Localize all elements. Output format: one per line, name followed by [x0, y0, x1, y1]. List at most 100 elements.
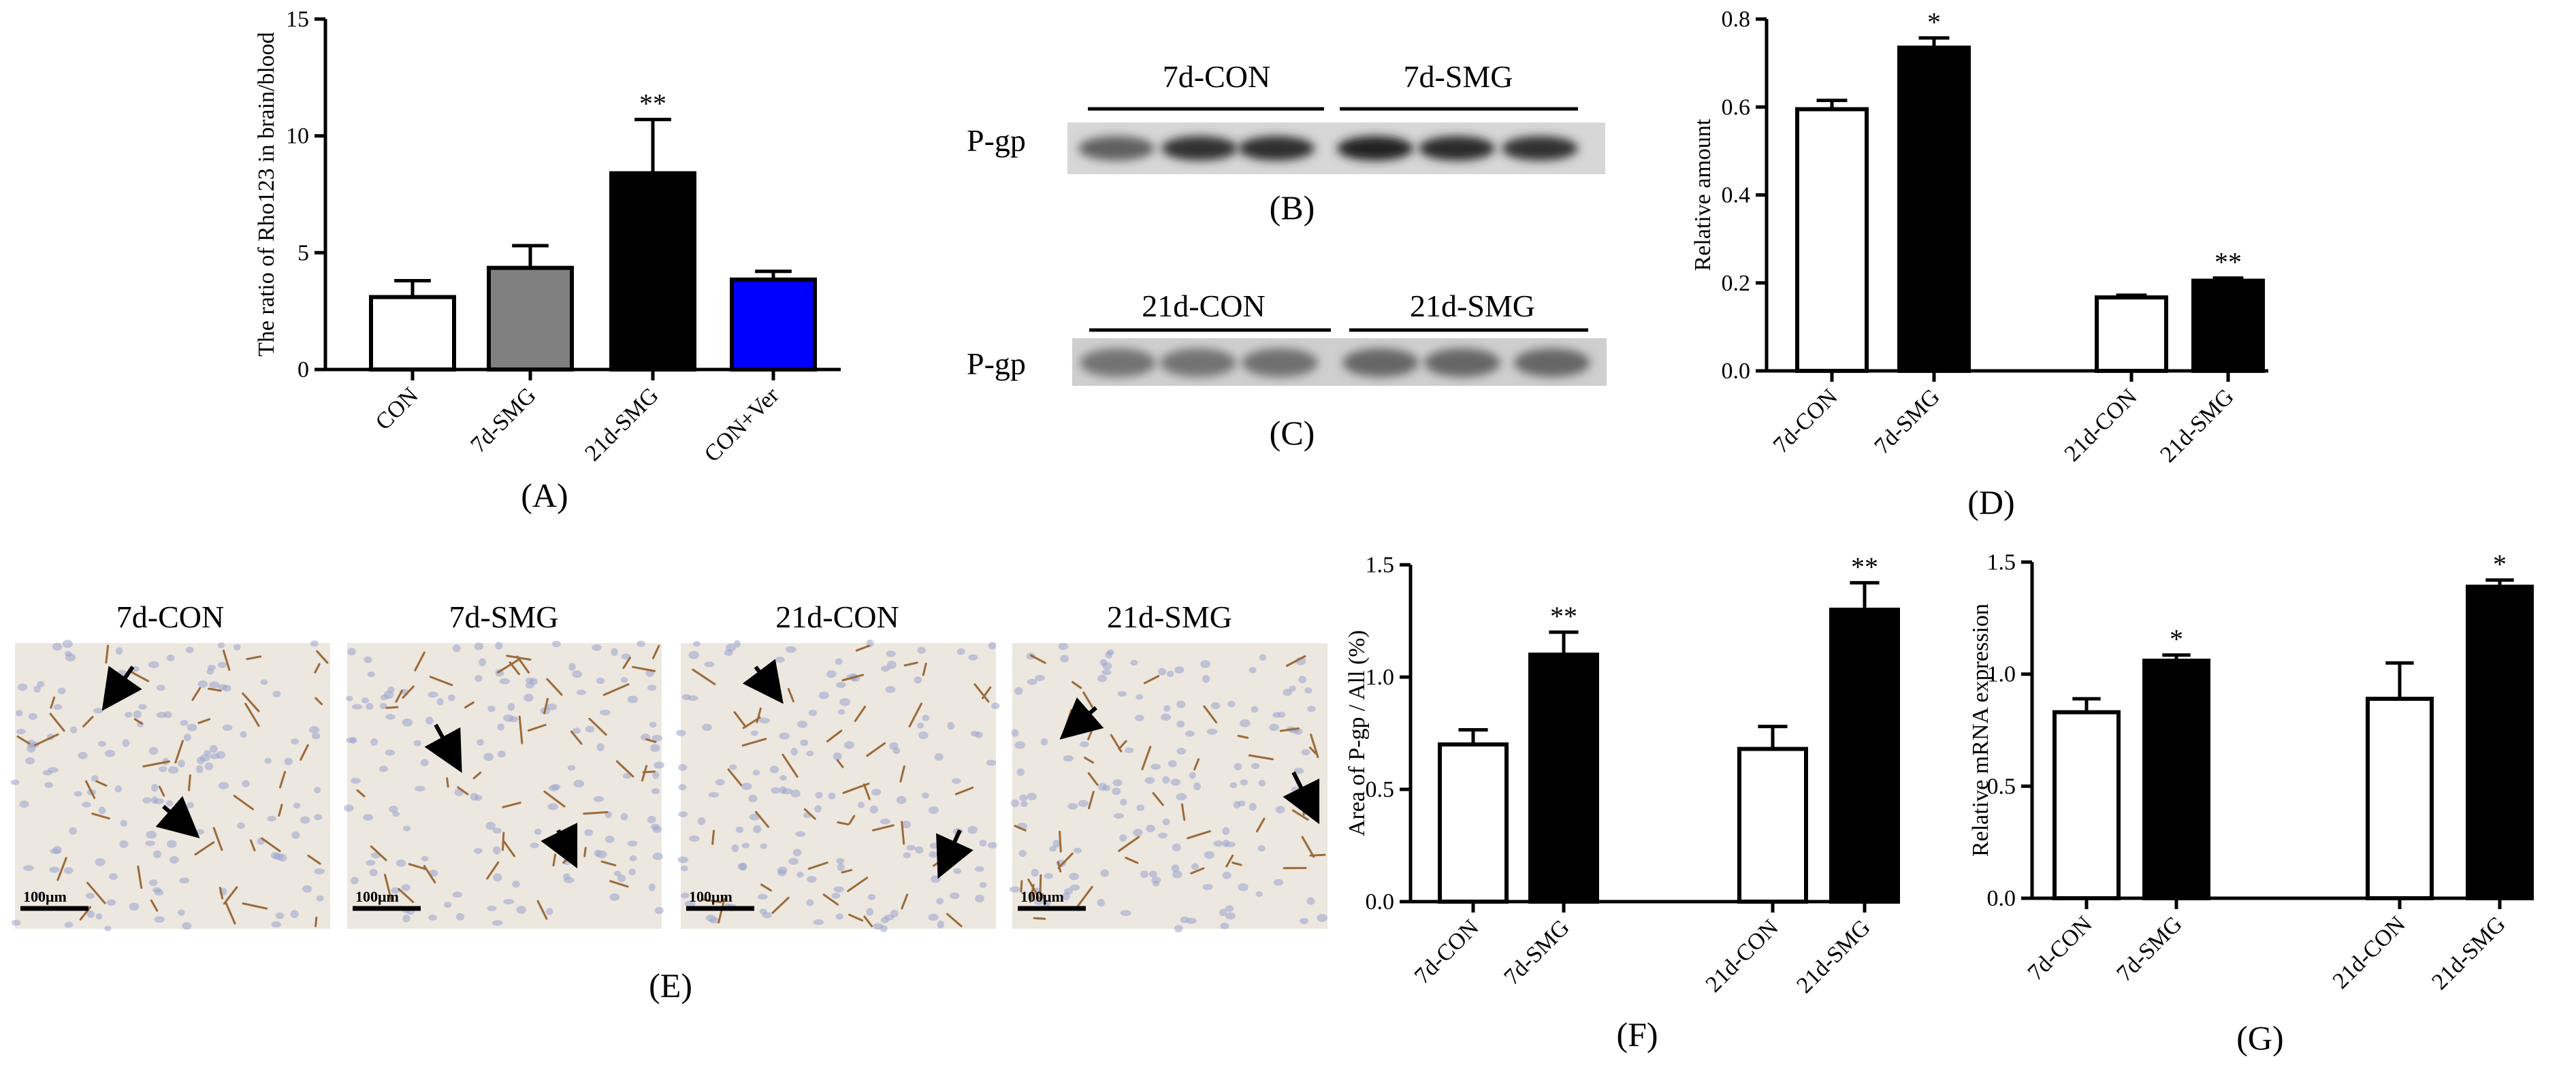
cell-nucleus — [146, 830, 157, 839]
stained-capillary — [194, 841, 215, 856]
cell-nucleus — [195, 765, 204, 774]
cell-nucleus — [826, 670, 837, 678]
cell-nucleus — [1258, 780, 1266, 787]
cell-nucleus — [796, 871, 804, 878]
stained-capillary — [645, 738, 657, 743]
cell-nucleus — [1120, 798, 1127, 806]
stained-capillary — [543, 697, 549, 715]
cell-nucleus — [1097, 898, 1106, 907]
cell-nucleus — [93, 708, 103, 714]
arrow-indicator — [155, 795, 200, 838]
cell-nucleus — [314, 868, 325, 874]
stained-capillary — [1118, 740, 1127, 750]
cell-nucleus — [1014, 741, 1026, 749]
blot-band — [1078, 136, 1155, 161]
cell-nucleus — [916, 722, 924, 729]
stained-capillary — [841, 869, 853, 874]
y-tick-label: 1.0 — [1366, 665, 1395, 690]
cell-nucleus — [428, 915, 437, 921]
stained-capillary — [142, 760, 171, 768]
cell-nucleus — [182, 922, 192, 930]
stained-capillary — [908, 702, 922, 727]
cell-nucleus — [568, 663, 576, 671]
cell-nucleus — [813, 919, 824, 925]
stained-capillary — [1027, 879, 1041, 900]
cell-nucleus — [366, 703, 374, 710]
cell-nucleus — [731, 844, 739, 853]
cell-nucleus — [52, 642, 63, 651]
stained-capillary — [49, 712, 65, 732]
cell-nucleus — [567, 765, 576, 771]
cell-nucleus — [396, 859, 406, 867]
stained-capillary — [847, 876, 869, 892]
y-axis-label: The ratio of Rho123 in brain/blood — [254, 32, 279, 357]
cell-nucleus — [1040, 738, 1048, 746]
cell-nucleus — [1219, 908, 1227, 917]
cell-nucleus — [843, 740, 854, 749]
cell-nucleus — [1063, 755, 1074, 762]
cell-nucleus — [929, 851, 938, 858]
stained-capillary — [402, 685, 415, 699]
cell-nucleus — [10, 779, 20, 785]
cell-nucleus — [1293, 768, 1304, 774]
panel-d-label: (D) — [1967, 483, 2014, 521]
cell-nucleus — [507, 703, 515, 711]
stained-capillary — [137, 865, 143, 889]
cell-nucleus — [366, 859, 376, 866]
cell-nucleus — [1176, 793, 1187, 801]
cell-nucleus — [495, 642, 503, 650]
y-tick-label: 0.0 — [1987, 886, 2016, 911]
stained-capillary — [1088, 791, 1095, 810]
stained-capillary — [1125, 857, 1139, 864]
stained-capillary — [105, 644, 110, 664]
cell-nucleus — [35, 891, 43, 898]
stained-capillary — [242, 692, 260, 712]
panel-d-plot: 0.0 0.2 0.4 0.6 0.8 Relative amount 7d-CON * 7d-… — [1690, 7, 2268, 467]
cell-nucleus — [178, 759, 185, 768]
cell-nucleus — [1027, 678, 1037, 685]
cell-nucleus — [922, 715, 930, 721]
cell-nucleus — [1049, 846, 1057, 852]
stained-capillary — [464, 701, 474, 709]
cell-nucleus — [148, 746, 159, 755]
cell-nucleus — [69, 827, 77, 835]
stained-capillary — [33, 733, 59, 746]
cell-nucleus — [563, 873, 570, 880]
cell-nucleus — [753, 825, 762, 834]
stained-capillary — [95, 780, 108, 787]
cell-nucleus — [934, 753, 944, 761]
stained-capillary — [486, 861, 500, 880]
y-tick-label: 0.0 — [1366, 889, 1395, 915]
cell-nucleus — [1010, 799, 1019, 808]
cell-nucleus — [119, 840, 129, 849]
cell-nucleus — [921, 792, 929, 799]
cell-nucleus — [1180, 916, 1189, 923]
stained-capillary — [316, 650, 329, 664]
stained-capillary — [1180, 803, 1186, 821]
cell-nucleus — [762, 912, 772, 919]
stained-capillary — [1083, 756, 1095, 764]
cell-nucleus — [503, 899, 515, 905]
cell-nucleus — [1251, 763, 1260, 770]
cell-nucleus — [1174, 666, 1185, 674]
cell-nucleus — [546, 703, 558, 710]
cell-nucleus — [928, 913, 939, 921]
cell-nucleus — [678, 811, 688, 818]
cell-nucleus — [310, 640, 319, 647]
stained-capillary — [307, 854, 321, 865]
cell-nucleus — [785, 646, 796, 653]
cell-nucleus — [1144, 776, 1155, 784]
cell-nucleus — [19, 800, 29, 808]
cell-nucleus — [880, 925, 888, 932]
cell-nucleus — [790, 789, 801, 798]
cell-nucleus — [800, 739, 809, 746]
stained-capillary — [398, 887, 415, 904]
cell-nucleus — [1259, 654, 1266, 661]
cell-nucleus — [197, 680, 208, 688]
x-tick-label: 21d-CON — [1701, 915, 1784, 997]
cell-nucleus — [906, 844, 916, 851]
stained-capillary — [207, 687, 222, 692]
cell-nucleus — [1078, 800, 1089, 807]
micrograph-title-2: 7d-SMG — [449, 600, 558, 634]
blot-b-protein-label: P-gp — [967, 123, 1026, 158]
